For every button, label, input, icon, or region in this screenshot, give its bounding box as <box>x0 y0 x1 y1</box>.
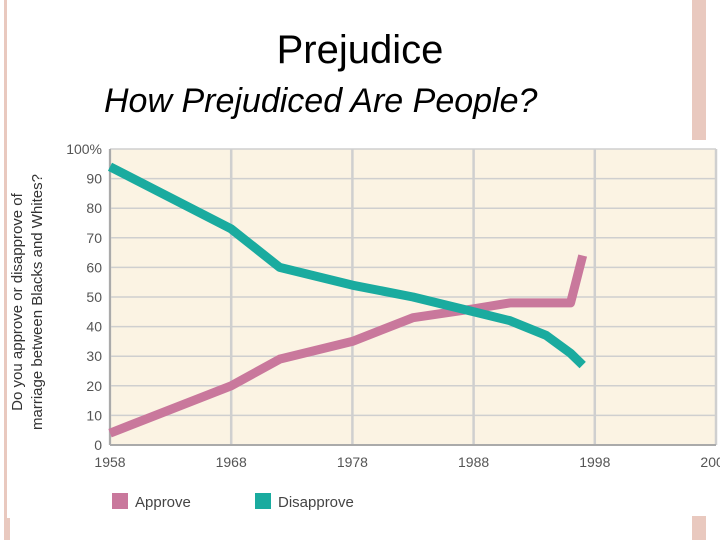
y-tick-label: 0 <box>94 437 102 453</box>
y-axis-label-line-2: marriage between Blacks and Whites? <box>29 174 46 430</box>
slide-subtitle: How Prejudiced Are People? <box>104 82 538 120</box>
x-tick-label: 1998 <box>579 454 610 470</box>
y-axis-ticks: 0 10 20 30 40 50 60 70 80 90 100% <box>66 141 102 453</box>
x-axis-ticks: 1958 1968 1978 1988 1998 2008 <box>94 454 720 470</box>
legend-swatch-disapprove <box>255 493 271 509</box>
y-tick-label: 100% <box>66 141 102 157</box>
x-tick-label: 1978 <box>337 454 368 470</box>
series-line-approve <box>108 254 588 438</box>
series-line-disapprove <box>107 162 586 369</box>
legend-label-disapprove: Disapprove <box>278 494 354 511</box>
slide-border-left <box>4 0 7 540</box>
y-tick-label: 30 <box>86 348 102 364</box>
slide-border-bottom-right <box>692 516 706 540</box>
y-axis-label-line-1: Do you approve or disapprove of <box>9 192 26 410</box>
y-tick-label: 70 <box>86 230 102 246</box>
x-tick-label: 1968 <box>216 454 247 470</box>
legend-swatch-approve <box>112 493 128 509</box>
y-tick-label: 80 <box>86 200 102 216</box>
line-chart: 0 10 20 30 40 50 60 70 80 90 100% 1958 1968 1978 1988… <box>9 141 720 511</box>
series-lines <box>107 162 588 438</box>
y-tick-label: 40 <box>86 319 102 335</box>
x-tick-label: 2008 <box>700 454 720 470</box>
y-tick-label: 20 <box>86 378 102 394</box>
y-tick-label: 50 <box>86 289 102 305</box>
legend-label-approve: Approve <box>135 494 191 511</box>
legend: Approve Disapprove <box>112 493 354 511</box>
y-tick-label: 10 <box>86 407 102 423</box>
slide-title: Prejudice <box>276 28 444 72</box>
y-tick-label: 90 <box>86 171 102 187</box>
slide-border-bottom-left <box>4 518 10 540</box>
x-tick-label: 1958 <box>94 454 125 470</box>
x-tick-label: 1988 <box>458 454 489 470</box>
y-tick-label: 60 <box>86 259 102 275</box>
slide-border-right <box>692 0 706 140</box>
